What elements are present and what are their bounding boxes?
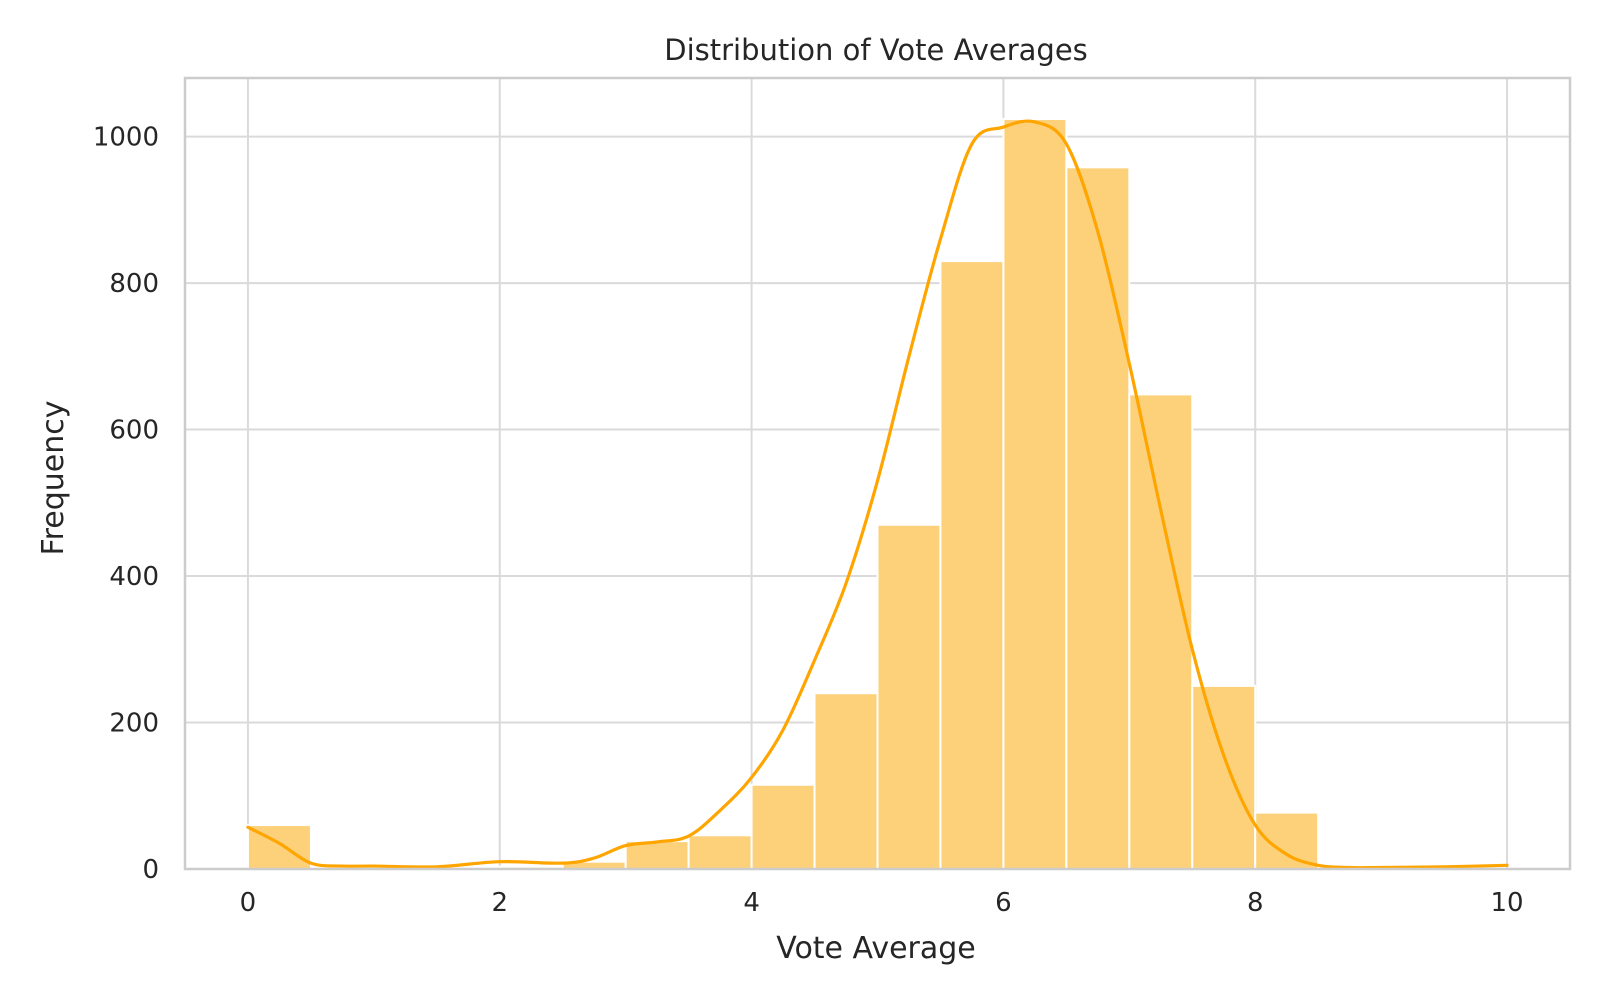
bars [246, 118, 1320, 871]
histogram-bar [1065, 166, 1131, 870]
histogram-bar [876, 523, 942, 870]
y-tick-labels: 0 200 400 600 800 1000 [93, 123, 159, 885]
chart-title: Distribution of Vote Averages [664, 33, 1088, 67]
y-tick-label: 800 [109, 269, 159, 299]
x-tick-labels: 0 2 4 6 8 10 [240, 888, 1524, 918]
plot-frame [183, 76, 1572, 871]
histogram-bar [813, 692, 879, 870]
histogram-bar [1128, 393, 1194, 870]
y-tick-label: 200 [109, 709, 159, 739]
x-tick-label: 4 [743, 888, 760, 918]
y-tick-label: 600 [109, 416, 159, 446]
histogram-bar [1191, 684, 1257, 870]
y-axis-label: Frequency [36, 401, 71, 556]
kde-curve-group [246, 119, 1509, 870]
y-tick-label: 1000 [93, 123, 159, 153]
x-tick-label: 2 [491, 888, 508, 918]
histogram-bar [939, 260, 1005, 870]
histogram-bar [750, 783, 816, 870]
x-axis-label: Vote Average [776, 931, 976, 966]
histogram-bar [1002, 118, 1068, 870]
x-tick-label: 8 [1247, 888, 1264, 918]
histogram-bar [687, 834, 753, 871]
y-tick-label: 0 [142, 855, 159, 885]
x-tick-label: 10 [1490, 888, 1523, 918]
histogram-bar [1254, 811, 1320, 870]
y-tick-label: 400 [109, 562, 159, 592]
x-tick-label: 0 [240, 888, 257, 918]
x-tick-label: 6 [995, 888, 1012, 918]
kde-curve [246, 119, 1509, 870]
